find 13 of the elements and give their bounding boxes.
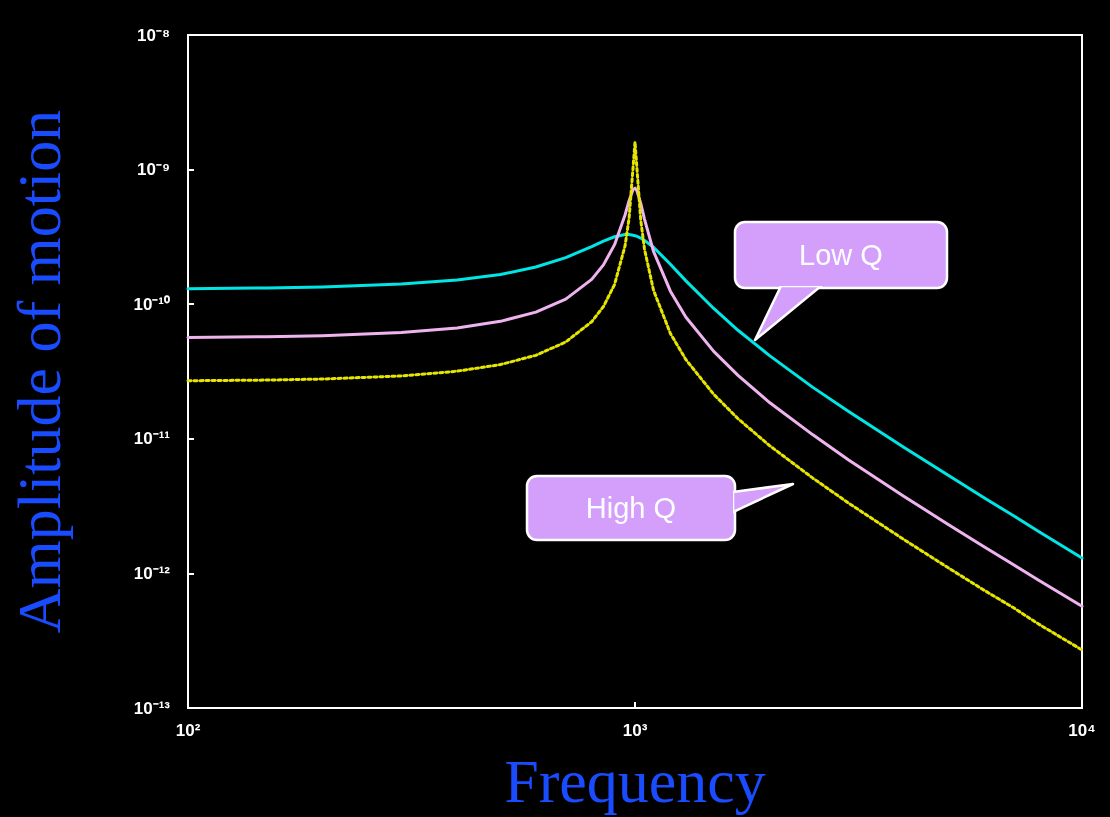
x-tick-label: 10²: [175, 721, 201, 740]
x-tick-label: 10⁴: [1068, 721, 1096, 740]
annotation: Low Q: [799, 239, 883, 271]
y-tick-label: 10⁻¹¹: [133, 429, 171, 449]
y-tick-label: 10⁻¹⁰: [133, 294, 170, 314]
y-tick-label: 10⁻¹²: [133, 563, 171, 583]
y-axis-title: Amplitude of motion: [5, 109, 73, 634]
annotation: High Q: [585, 492, 677, 524]
y-tick-label: 10⁻⁸: [137, 25, 170, 45]
x-tick-label: 10³: [622, 721, 648, 740]
y-tick-label: 10⁻⁹: [137, 160, 170, 180]
y-tick-label: 10⁻¹³: [133, 698, 171, 718]
x-axis-title: Frequency: [504, 747, 766, 815]
